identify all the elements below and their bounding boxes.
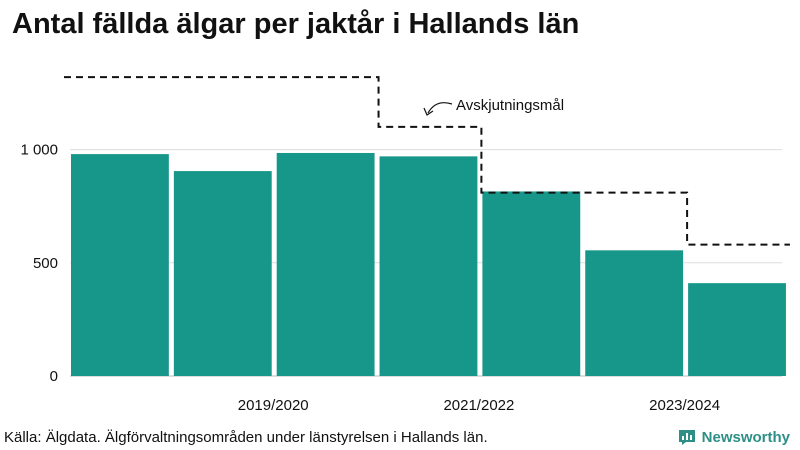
x-axis-ticks: 2019/2020 2021/2022 2023/2024 — [238, 397, 720, 414]
x-tick-label: 2021/2022 — [443, 397, 514, 414]
bars — [71, 152, 786, 376]
chart-title: Antal fällda älgar per jaktår i Hallands… — [12, 8, 580, 40]
y-tick-label: 0 — [50, 368, 58, 385]
bar — [276, 152, 375, 376]
bar — [585, 250, 684, 376]
annotation-arrowhead — [423, 107, 434, 116]
x-tick-label: 2019/2020 — [238, 397, 309, 414]
bar — [688, 283, 786, 376]
brand-name: Newsworthy — [701, 428, 790, 446]
y-tick-label: 500 — [33, 255, 58, 272]
bar — [173, 171, 272, 376]
annotation: Avskjutningsmål — [423, 97, 564, 116]
x-tick-label: 2023/2024 — [649, 397, 720, 414]
y-tick-label: 1 000 — [20, 142, 58, 159]
source-note: Källa: Älgdata. Älgförvaltningsområden u… — [4, 429, 488, 446]
brand-logo[interactable]: Newsworthy — [677, 427, 790, 447]
y-axis-ticks: 0 500 1 000 — [20, 142, 58, 385]
bar-chart: 0 500 1 000 2019/2020 2021/2022 2023/2024 Av… — [20, 76, 790, 414]
bar — [482, 191, 581, 376]
bar — [379, 156, 478, 376]
bar — [71, 154, 169, 376]
annotation-arrow — [427, 102, 453, 114]
newsworthy-logo-icon — [678, 430, 695, 445]
annotation-label: Avskjutningsmål — [456, 97, 564, 114]
